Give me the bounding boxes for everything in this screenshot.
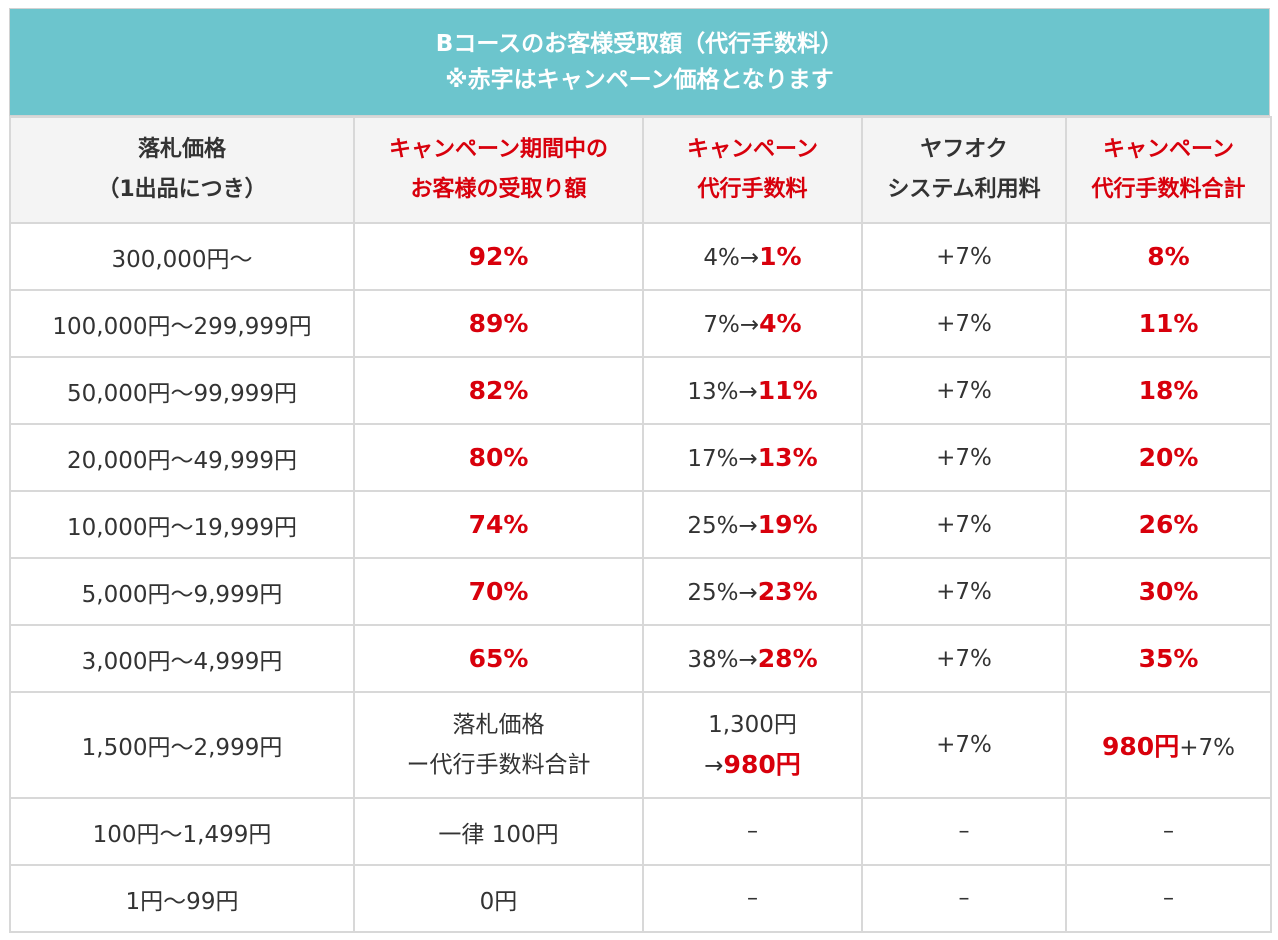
receive-cell: 74% (353, 490, 644, 559)
fee-table: 落札価格 （1出品につき） キャンペーン期間中の お客様の受取り額 キャンペーン… (9, 116, 1272, 933)
price-cell: 3,000円〜4,999円 (9, 624, 355, 693)
total-cell: 18% (1065, 356, 1272, 425)
system-fee-cell: – (861, 864, 1067, 933)
price-cell: 50,000円〜99,999円 (9, 356, 355, 425)
header-campaign-fee: キャンペーン 代行手数料 (642, 116, 863, 224)
system-fee-cell: +7% (861, 624, 1067, 693)
system-fee-cell: +7% (861, 423, 1067, 492)
receive-cell: 落札価格 ー代行手数料合計 (353, 691, 644, 799)
total-cell: 11% (1065, 289, 1272, 358)
price-cell: 10,000円〜19,999円 (9, 490, 355, 559)
header-price: 落札価格 （1出品につき） (9, 116, 355, 224)
table-row: 100円〜1,499円 一律 100円 – – – (9, 797, 1272, 866)
price-cell: 20,000円〜49,999円 (9, 423, 355, 492)
system-fee-cell: +7% (861, 289, 1067, 358)
header-fee-total: キャンペーン 代行手数料合計 (1065, 116, 1272, 224)
receive-cell: 一律 100円 (353, 797, 644, 866)
receive-cell: 82% (353, 356, 644, 425)
system-fee-cell: +7% (861, 356, 1067, 425)
fee-cell: 4%→1% (642, 222, 863, 291)
table-row: 1,500円〜2,999円 落札価格 ー代行手数料合計 1,300円 →980円… (9, 691, 1272, 799)
fee-cell: 1,300円 →980円 (642, 691, 863, 799)
fee-cell: 25%→23% (642, 557, 863, 626)
system-fee-cell: +7% (861, 557, 1067, 626)
header-system-fee: ヤフオク システム利用料 (861, 116, 1067, 224)
table-row: 20,000円〜49,999円 80% 17%→13% +7% 20% (9, 423, 1272, 492)
fee-cell: – (642, 864, 863, 933)
total-cell: 980円+7% (1065, 691, 1272, 799)
fee-cell: – (642, 797, 863, 866)
total-cell: 8% (1065, 222, 1272, 291)
price-cell: 1,500円〜2,999円 (9, 691, 355, 799)
fee-cell: 13%→11% (642, 356, 863, 425)
title-line-2: ※赤字はキャンペーン価格となります (445, 67, 834, 93)
total-cell: 30% (1065, 557, 1272, 626)
total-cell: 20% (1065, 423, 1272, 492)
table-row: 300,000円〜 92% 4%→1% +7% 8% (9, 222, 1272, 291)
price-cell: 300,000円〜 (9, 222, 355, 291)
total-cell: 35% (1065, 624, 1272, 693)
fee-table-container: Bコースのお客様受取額（代行手数料） ※赤字はキャンペーン価格となります 落札価… (9, 8, 1272, 933)
receive-cell: 80% (353, 423, 644, 492)
fee-cell: 7%→4% (642, 289, 863, 358)
table-title: Bコースのお客様受取額（代行手数料） ※赤字はキャンペーン価格となります (9, 8, 1270, 116)
header-receive-amount: キャンペーン期間中の お客様の受取り額 (353, 116, 644, 224)
receive-cell: 92% (353, 222, 644, 291)
price-cell: 100円〜1,499円 (9, 797, 355, 866)
receive-cell: 70% (353, 557, 644, 626)
table-row: 1円〜99円 0円 – – – (9, 864, 1272, 933)
total-cell: 26% (1065, 490, 1272, 559)
system-fee-cell: +7% (861, 691, 1067, 799)
table-row: 3,000円〜4,999円 65% 38%→28% +7% 35% (9, 624, 1272, 693)
fee-cell: 17%→13% (642, 423, 863, 492)
system-fee-cell: +7% (861, 490, 1067, 559)
table-row: 10,000円〜19,999円 74% 25%→19% +7% 26% (9, 490, 1272, 559)
price-cell: 1円〜99円 (9, 864, 355, 933)
header-row: 落札価格 （1出品につき） キャンペーン期間中の お客様の受取り額 キャンペーン… (9, 116, 1272, 224)
title-line-1: Bコースのお客様受取額（代行手数料） (435, 31, 844, 57)
system-fee-cell: – (861, 797, 1067, 866)
table-row: 5,000円〜9,999円 70% 25%→23% +7% 30% (9, 557, 1272, 626)
receive-cell: 65% (353, 624, 644, 693)
total-cell: – (1065, 864, 1272, 933)
receive-cell: 89% (353, 289, 644, 358)
fee-cell: 25%→19% (642, 490, 863, 559)
total-cell: – (1065, 797, 1272, 866)
receive-cell: 0円 (353, 864, 644, 933)
system-fee-cell: +7% (861, 222, 1067, 291)
price-cell: 100,000円〜299,999円 (9, 289, 355, 358)
table-row: 50,000円〜99,999円 82% 13%→11% +7% 18% (9, 356, 1272, 425)
fee-cell: 38%→28% (642, 624, 863, 693)
price-cell: 5,000円〜9,999円 (9, 557, 355, 626)
table-row: 100,000円〜299,999円 89% 7%→4% +7% 11% (9, 289, 1272, 358)
